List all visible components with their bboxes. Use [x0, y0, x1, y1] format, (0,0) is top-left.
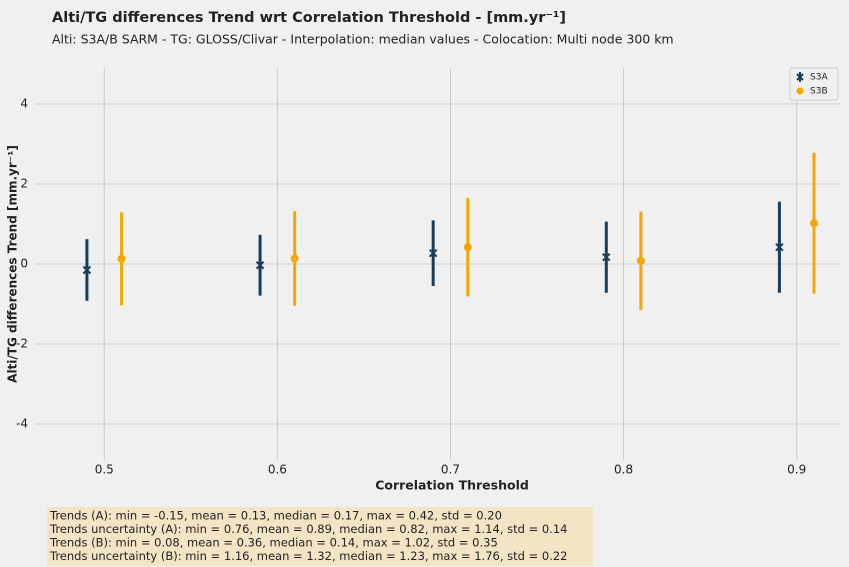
legend-label: S3A	[810, 73, 828, 83]
chart-title: Alti/TG differences Trend wrt Correlatio…	[52, 10, 566, 26]
x-axis-label: Correlation Threshold	[375, 478, 529, 493]
marker	[117, 254, 126, 263]
y-tick-label: -2	[16, 337, 28, 351]
y-tick-label: -4	[16, 417, 28, 431]
y-tick-label: 2	[20, 177, 28, 191]
y-tick-label: 0	[20, 257, 28, 271]
marker	[290, 254, 299, 263]
x-tick-label: 0.7	[441, 463, 460, 477]
marker	[775, 242, 784, 252]
marker	[428, 248, 438, 258]
x-tick-label: 0.6	[268, 463, 287, 477]
y-axis-label: Alti/TG differences Trend [mm.yr⁻¹]	[6, 145, 20, 383]
y-tick-label: 4	[20, 97, 28, 111]
stats-line: Trends (A): min = -0.15, mean = 0.13, me…	[49, 509, 502, 523]
stats-line: Trends uncertainty (B): min = 1.16, mean…	[49, 549, 568, 563]
chart-subtitle: Alti: S3A/B SARM - TG: GLOSS/Clivar - In…	[52, 32, 674, 47]
x-tick-label: 0.9	[787, 463, 806, 477]
marker	[82, 265, 92, 275]
x-tick-label: 0.8	[614, 463, 633, 477]
legend-label: S3B	[810, 87, 828, 97]
legend-marker	[796, 72, 804, 82]
x-tick-label: 0.5	[95, 463, 114, 477]
stats-line: Trends uncertainty (A): min = 0.76, mean…	[49, 522, 567, 536]
stats-line: Trends (B): min = 0.08, mean = 0.36, med…	[49, 536, 498, 550]
legend-marker	[796, 87, 804, 95]
marker	[636, 256, 645, 265]
marker	[463, 243, 472, 252]
marker	[810, 219, 819, 228]
stats-box	[47, 507, 593, 566]
marker	[255, 260, 265, 270]
marker	[602, 252, 611, 262]
